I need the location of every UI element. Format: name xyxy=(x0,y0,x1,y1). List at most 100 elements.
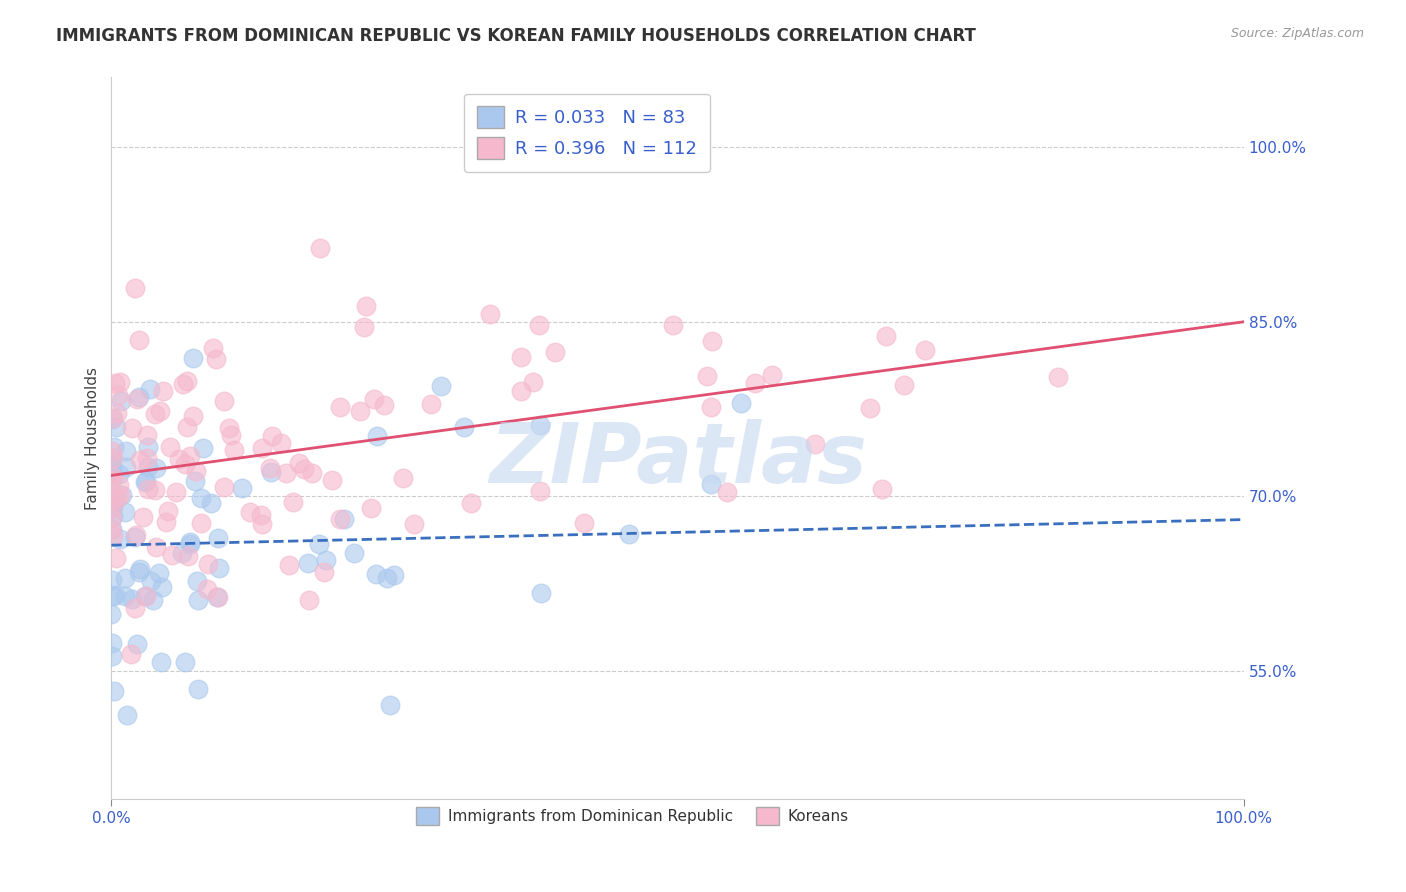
Y-axis label: Family Households: Family Households xyxy=(86,367,100,509)
Point xyxy=(104,419,127,434)
Point xyxy=(522,375,544,389)
Point xyxy=(110,393,132,408)
Text: Source: ZipAtlas.com: Source: ZipAtlas.com xyxy=(1230,27,1364,40)
Point xyxy=(134,475,156,489)
Point xyxy=(181,409,204,423)
Point xyxy=(103,508,125,523)
Point xyxy=(179,535,201,549)
Point xyxy=(101,466,124,480)
Point xyxy=(114,571,136,585)
Point xyxy=(101,451,124,466)
Point xyxy=(375,571,398,585)
Point xyxy=(105,491,128,505)
Point xyxy=(145,461,167,475)
Point xyxy=(278,558,301,572)
Point xyxy=(100,607,122,621)
Point xyxy=(160,548,183,562)
Point xyxy=(101,443,124,458)
Point xyxy=(744,376,766,391)
Point xyxy=(527,318,550,332)
Point xyxy=(191,442,214,456)
Point xyxy=(187,593,209,607)
Legend: Immigrants from Dominican Republic, Koreans: Immigrants from Dominican Republic, Kore… xyxy=(406,797,858,835)
Point xyxy=(100,467,122,481)
Point xyxy=(121,421,143,435)
Point xyxy=(1046,369,1069,384)
Point xyxy=(297,556,319,570)
Point xyxy=(349,404,371,418)
Point xyxy=(262,429,284,443)
Point xyxy=(142,592,165,607)
Point xyxy=(329,400,352,414)
Point xyxy=(460,496,482,510)
Point xyxy=(110,533,132,547)
Point xyxy=(875,329,897,343)
Point xyxy=(128,562,150,576)
Point xyxy=(914,343,936,357)
Point xyxy=(364,567,387,582)
Point xyxy=(150,580,173,594)
Point xyxy=(104,376,127,391)
Point xyxy=(301,466,323,480)
Point xyxy=(148,566,170,580)
Point xyxy=(274,466,297,480)
Point xyxy=(127,637,149,651)
Point xyxy=(312,565,335,579)
Point xyxy=(893,378,915,392)
Point xyxy=(103,683,125,698)
Point xyxy=(859,401,882,415)
Point xyxy=(100,523,122,537)
Point xyxy=(101,648,124,663)
Point xyxy=(208,561,231,575)
Point xyxy=(200,496,222,510)
Point xyxy=(761,368,783,383)
Point xyxy=(143,483,166,497)
Point xyxy=(100,473,122,487)
Point xyxy=(117,708,139,723)
Point xyxy=(101,451,124,466)
Point xyxy=(529,586,551,600)
Point xyxy=(104,551,127,566)
Point xyxy=(172,376,194,391)
Point xyxy=(343,545,366,559)
Point xyxy=(201,341,224,355)
Point xyxy=(149,655,172,669)
Point xyxy=(176,419,198,434)
Point xyxy=(100,522,122,536)
Point xyxy=(380,698,402,712)
Point xyxy=(250,442,273,456)
Point xyxy=(101,510,124,524)
Point xyxy=(181,351,204,365)
Point xyxy=(114,443,136,458)
Point xyxy=(509,350,531,364)
Point xyxy=(125,392,148,407)
Point xyxy=(103,529,125,543)
Point xyxy=(172,546,194,560)
Point xyxy=(179,537,201,551)
Point xyxy=(100,500,122,515)
Point xyxy=(108,477,131,491)
Point xyxy=(479,307,502,321)
Point xyxy=(186,574,208,588)
Point xyxy=(453,419,475,434)
Point xyxy=(110,375,132,389)
Point xyxy=(103,410,125,425)
Point xyxy=(391,471,413,485)
Point xyxy=(156,504,179,518)
Point xyxy=(294,462,316,476)
Point xyxy=(138,460,160,475)
Point xyxy=(308,537,330,551)
Point xyxy=(177,549,200,563)
Point xyxy=(145,541,167,555)
Point xyxy=(309,241,332,255)
Point xyxy=(218,420,240,434)
Point xyxy=(176,374,198,388)
Point xyxy=(382,567,405,582)
Point xyxy=(114,505,136,519)
Point xyxy=(111,488,134,502)
Point xyxy=(103,589,125,603)
Point xyxy=(430,379,453,393)
Point xyxy=(207,590,229,604)
Point xyxy=(239,505,262,519)
Point xyxy=(333,511,356,525)
